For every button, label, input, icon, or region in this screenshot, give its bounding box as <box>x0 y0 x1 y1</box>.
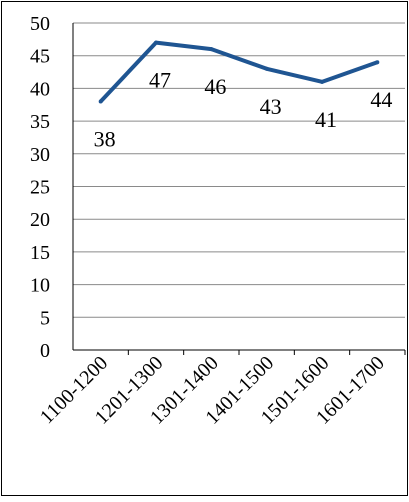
y-tick-label: 20 <box>30 209 50 231</box>
data-point <box>375 60 380 65</box>
data-label: 47 <box>149 68 171 93</box>
data-point <box>98 99 103 104</box>
y-tick-label: 30 <box>30 144 50 166</box>
data-labels: 38 47 46 43 41 44 <box>94 68 393 152</box>
data-label: 46 <box>204 74 226 99</box>
data-point <box>320 79 324 84</box>
data-label: 41 <box>315 107 337 132</box>
y-tick-label: 15 <box>30 242 50 264</box>
data-label: 43 <box>260 94 282 119</box>
series-layer <box>98 40 380 104</box>
data-point <box>154 40 158 45</box>
y-tick-label: 10 <box>30 275 50 297</box>
y-tick-label: 35 <box>30 111 50 133</box>
data-label: 38 <box>94 126 116 151</box>
y-tick-label: 45 <box>30 46 50 68</box>
y-tick-label: 0 <box>40 340 50 362</box>
data-point <box>264 66 269 71</box>
y-axis-ticks: 0 5 10 15 20 25 30 35 40 45 50 <box>30 13 50 362</box>
data-point <box>209 47 214 52</box>
y-tick-label: 5 <box>40 307 50 329</box>
y-tick-label: 40 <box>30 78 50 100</box>
series-line <box>99 40 379 103</box>
data-label: 44 <box>370 87 392 112</box>
y-tick-label: 25 <box>30 177 50 199</box>
y-tick-label: 50 <box>30 13 50 35</box>
